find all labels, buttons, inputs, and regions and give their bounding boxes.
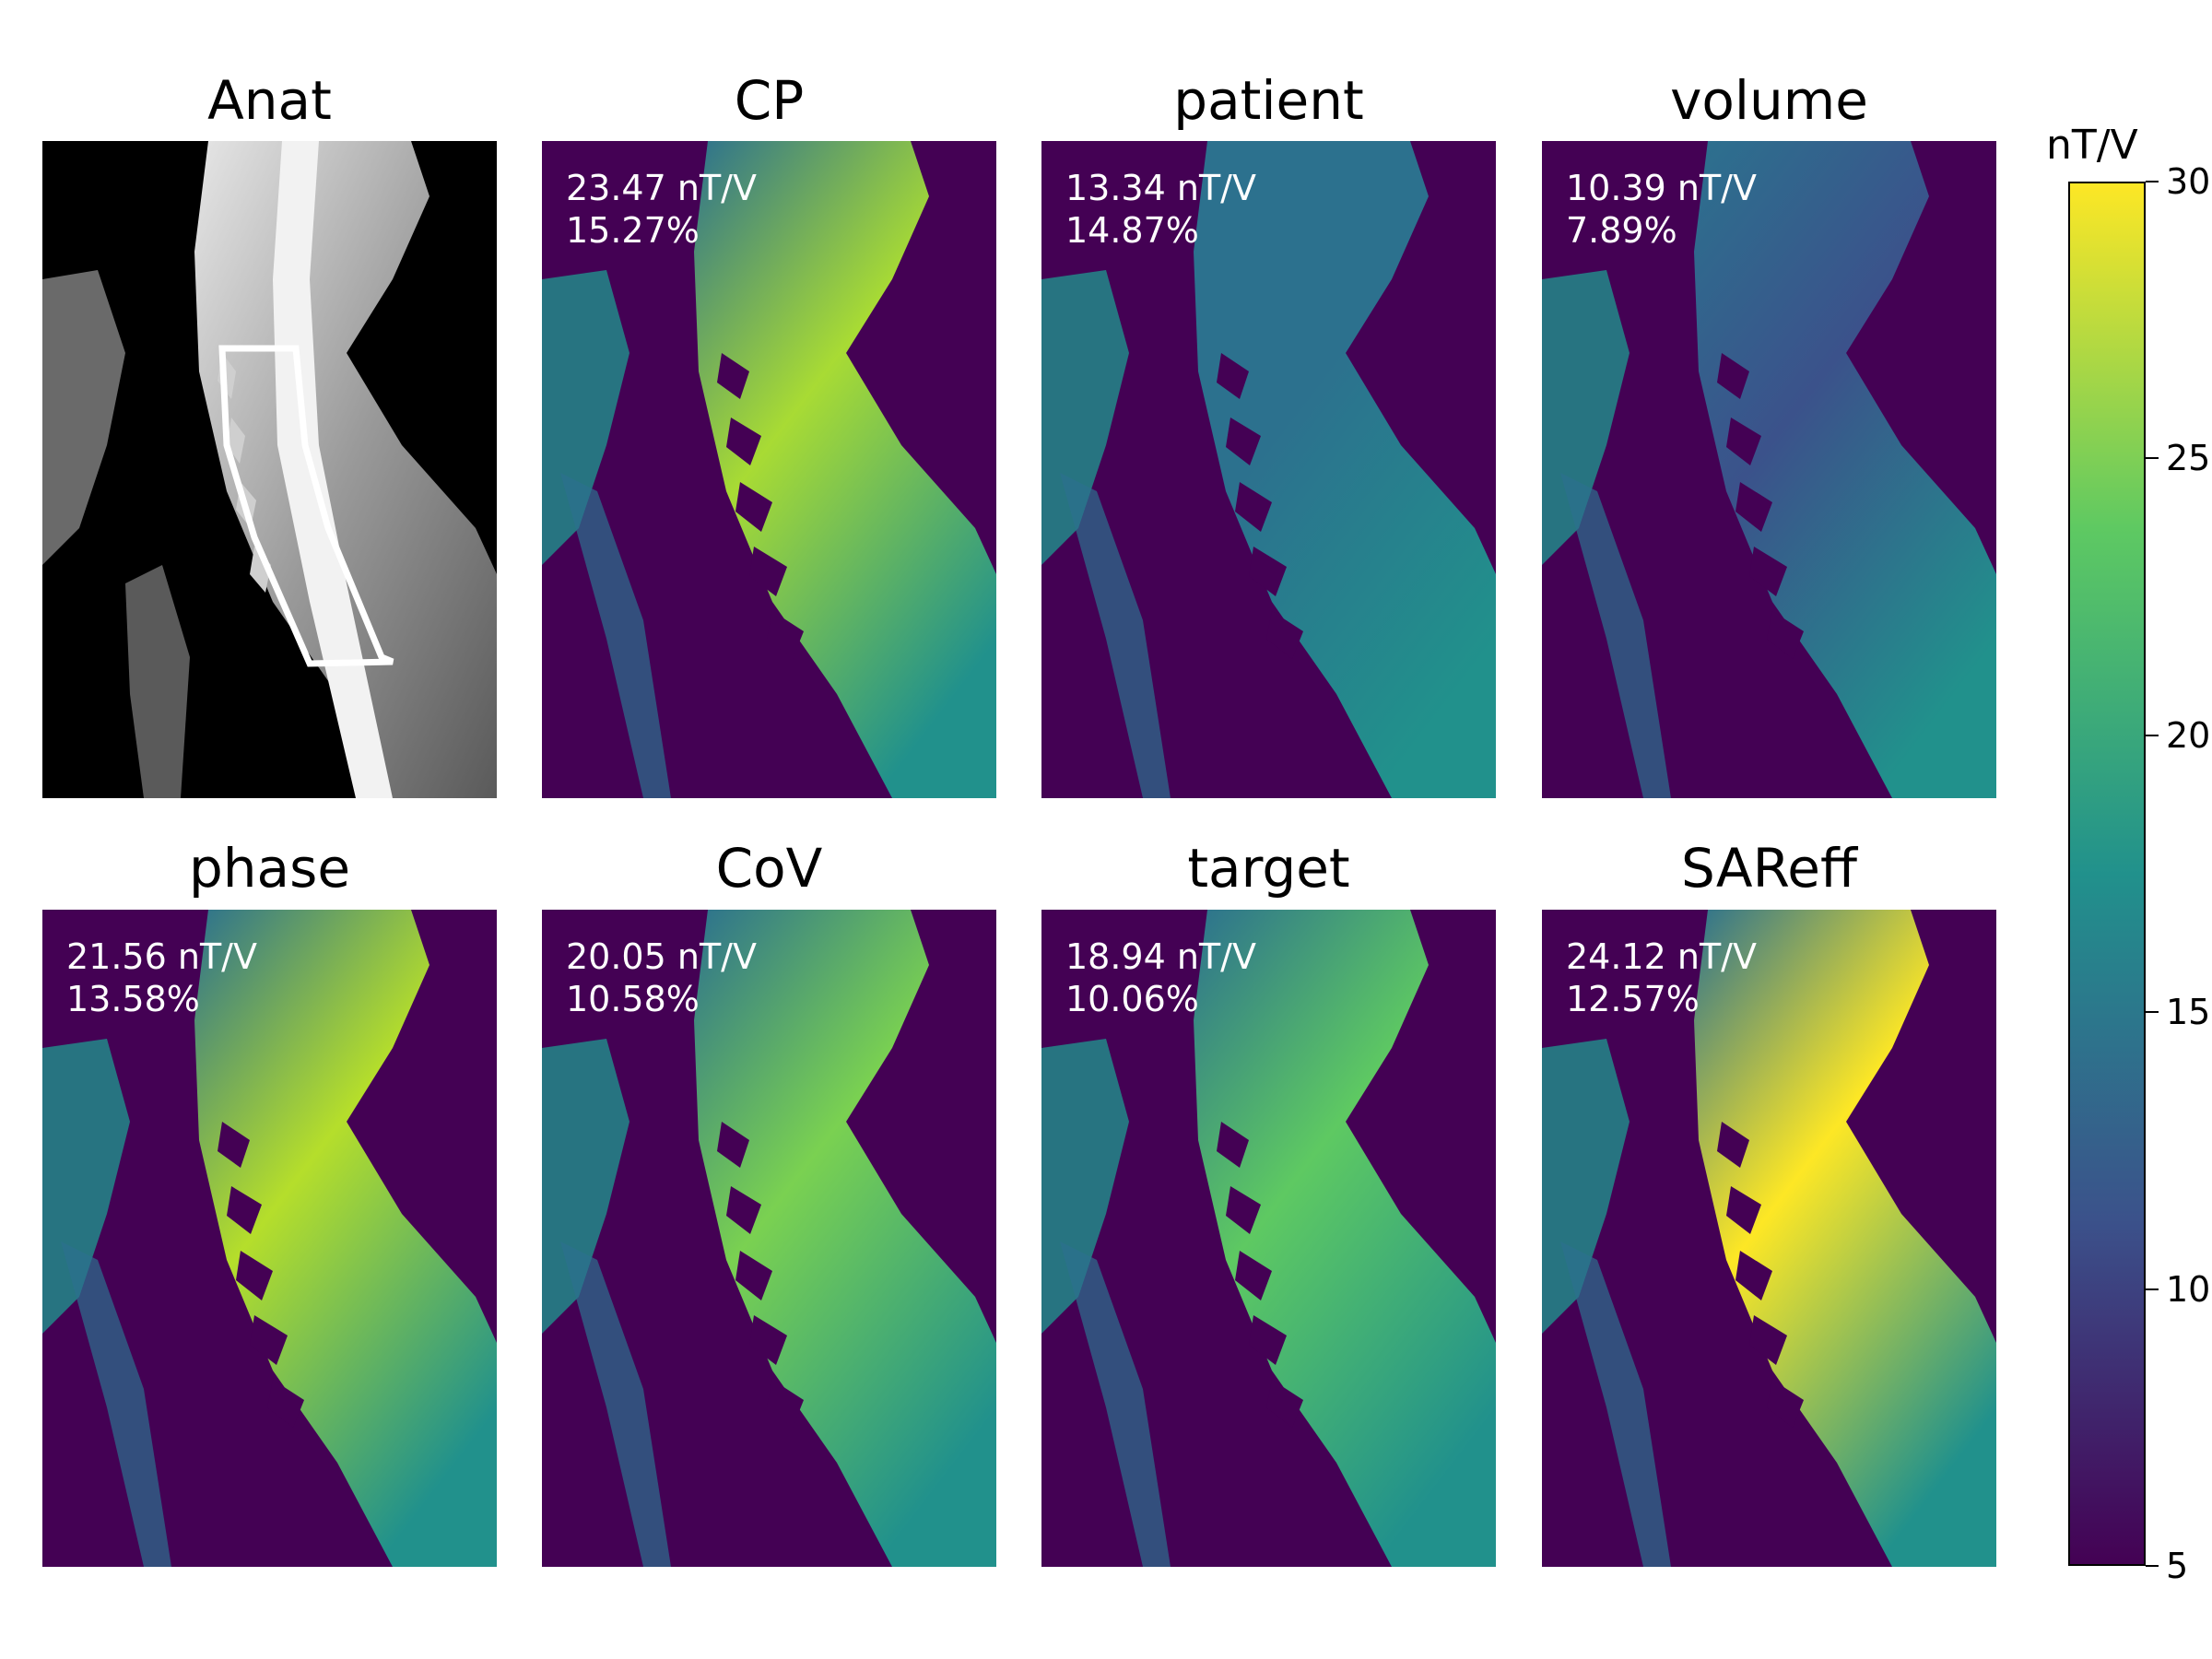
panel-value: 18.94 nT/V <box>1065 936 1256 977</box>
colorbar <box>2068 182 2146 1566</box>
panel-percent: 14.87% <box>1065 210 1199 251</box>
panel-title-phase: phase <box>188 837 351 900</box>
panel-cov: 20.05 nT/V 10.58% <box>542 910 996 1567</box>
panel-percent: 15.27% <box>566 210 700 251</box>
panel-target: 18.94 nT/V 10.06% <box>1041 910 1496 1567</box>
panel-stats: 13.34 nT/V 14.87% <box>1065 167 1256 252</box>
panel-percent: 10.58% <box>566 979 700 1019</box>
colorbar-tick-label: 5 <box>2166 1546 2189 1586</box>
panel-percent: 13.58% <box>66 979 200 1019</box>
field-map-image <box>1041 910 1496 1567</box>
colorbar-tick-label: 10 <box>2166 1268 2211 1310</box>
panel-title-volume: volume <box>1670 69 1868 132</box>
colorbar-tick-label: 25 <box>2166 438 2211 479</box>
panel-value: 23.47 nT/V <box>566 168 757 208</box>
field-map-image <box>1041 141 1496 798</box>
roi-outline <box>218 345 394 667</box>
panel-value: 10.39 nT/V <box>1566 168 1757 208</box>
panel-value: 21.56 nT/V <box>66 936 257 977</box>
colorbar-tick <box>2146 457 2159 460</box>
panel-percent: 7.89% <box>1566 210 1677 251</box>
panel-percent: 10.06% <box>1065 979 1199 1019</box>
panel-volume: 10.39 nT/V 7.89% <box>1542 141 1996 798</box>
anat-image <box>42 141 497 798</box>
panel-value: 20.05 nT/V <box>566 936 757 977</box>
panel-value: 13.34 nT/V <box>1065 168 1256 208</box>
panel-title-cov: CoV <box>715 837 823 900</box>
field-map-image <box>42 910 497 1567</box>
panel-stats: 21.56 nT/V 13.58% <box>66 935 257 1020</box>
panel-stats: 24.12 nT/V 12.57% <box>1566 935 1757 1020</box>
panel-title-anat: Anat <box>207 69 332 132</box>
field-map-image <box>1542 910 1996 1567</box>
colorbar-unit: nT/V <box>2046 122 2138 169</box>
field-map-image <box>542 141 996 798</box>
panel-title-target: target <box>1187 837 1350 900</box>
panel-anat <box>42 141 497 798</box>
colorbar-tick <box>2146 181 2159 182</box>
colorbar-tick <box>2146 734 2159 736</box>
panel-title-sareff: SAReff <box>1681 837 1857 900</box>
panel-stats: 20.05 nT/V 10.58% <box>566 935 757 1020</box>
panel-title-patient: patient <box>1173 69 1364 132</box>
colorbar-tick-label: 15 <box>2166 992 2211 1033</box>
field-map-image <box>542 910 996 1567</box>
colorbar-tick-label: 30 <box>2166 161 2211 202</box>
field-map-image <box>1542 141 1996 798</box>
panel-stats: 23.47 nT/V 15.27% <box>566 167 757 252</box>
panel-title-cp: CP <box>734 69 805 132</box>
panel-stats: 18.94 nT/V 10.06% <box>1065 935 1256 1020</box>
panel-patient: 13.34 nT/V 14.87% <box>1041 141 1496 798</box>
panel-percent: 12.57% <box>1566 979 1700 1019</box>
panel-value: 24.12 nT/V <box>1566 936 1757 977</box>
colorbar-tick <box>2146 1565 2159 1567</box>
colorbar-tick <box>2146 1288 2159 1290</box>
panel-phase: 21.56 nT/V 13.58% <box>42 910 497 1567</box>
panel-stats: 10.39 nT/V 7.89% <box>1566 167 1757 252</box>
panel-sareff: 24.12 nT/V 12.57% <box>1542 910 1996 1567</box>
colorbar-tick <box>2146 1011 2159 1014</box>
panel-cp: 23.47 nT/V 15.27% <box>542 141 996 798</box>
colorbar-tick-label: 20 <box>2166 714 2211 756</box>
